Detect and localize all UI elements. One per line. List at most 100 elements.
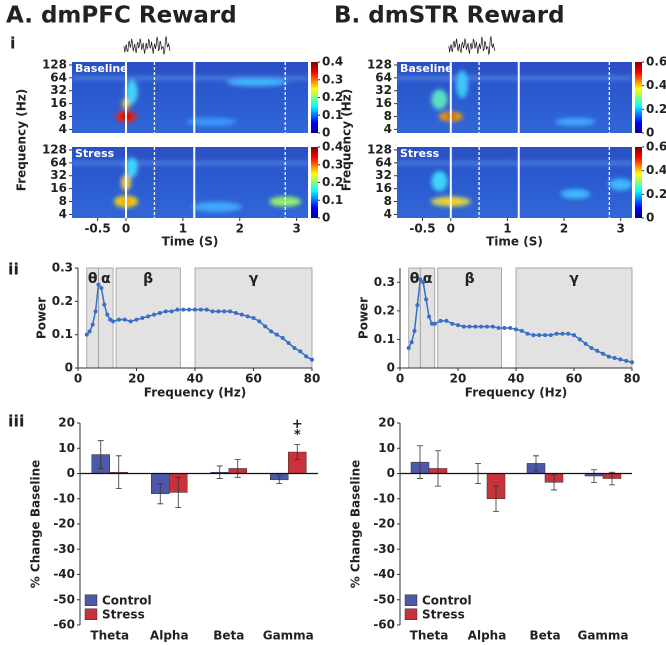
y-tick-label: 64 bbox=[50, 70, 67, 84]
y-axis-label: Power bbox=[35, 297, 49, 339]
y-tick-label: 0 bbox=[387, 466, 395, 480]
psd-point bbox=[193, 307, 197, 312]
error-bar bbox=[157, 483, 164, 505]
error-bar bbox=[493, 485, 499, 512]
psd-point bbox=[116, 317, 121, 322]
psd-point bbox=[566, 331, 571, 336]
psd-point bbox=[412, 328, 417, 333]
colorbar-tick-label: 0.6 bbox=[646, 55, 666, 69]
psd-point bbox=[418, 277, 423, 282]
y-tick-label: 64 bbox=[50, 155, 67, 169]
x-tick-label: Gamma bbox=[577, 629, 628, 643]
psd-point bbox=[554, 331, 559, 336]
psd-point bbox=[514, 327, 518, 332]
psd-point bbox=[175, 307, 180, 312]
y-tick-label: 0.3 bbox=[52, 261, 73, 275]
colorbar-tick-label: 0.1 bbox=[322, 108, 343, 122]
psd-point bbox=[102, 302, 107, 307]
psd-point bbox=[409, 340, 414, 345]
band-64 bbox=[72, 76, 308, 81]
y-tick-label: -50 bbox=[373, 592, 395, 606]
psd-point bbox=[216, 309, 221, 314]
psd-point bbox=[406, 346, 411, 350]
y-tick-label: -10 bbox=[53, 491, 75, 505]
colorbar-tick-label: 0.4 bbox=[322, 55, 343, 69]
y-tick-label: 0.1 bbox=[374, 332, 395, 346]
error-bar bbox=[97, 440, 104, 469]
x-tick-label: 80 bbox=[304, 372, 321, 386]
x-tick-label: 1 bbox=[503, 222, 511, 236]
psd-point bbox=[444, 318, 449, 323]
psd-point bbox=[461, 324, 466, 329]
x-tick-label: Theta bbox=[410, 629, 449, 643]
error-bar bbox=[551, 474, 557, 491]
psd-point bbox=[519, 328, 524, 333]
psd-point bbox=[502, 326, 507, 330]
error-bar bbox=[435, 450, 441, 487]
psd-point bbox=[606, 354, 611, 359]
psd-point bbox=[490, 324, 495, 329]
y-tick-label: 16 bbox=[375, 96, 392, 110]
psd-point bbox=[432, 321, 437, 326]
y-tick-label: 0 bbox=[387, 361, 395, 375]
psd-point bbox=[210, 309, 215, 314]
colorbar-tick-label: 0.4 bbox=[322, 140, 343, 154]
x-tick-label: Gamma bbox=[263, 629, 314, 643]
y-axis-label: % Change Baseline bbox=[349, 460, 363, 589]
y-tick-label: 0.2 bbox=[52, 294, 73, 308]
y-tick-label: -40 bbox=[373, 567, 395, 581]
psd-point bbox=[595, 348, 600, 353]
chart-bar: -60 -50 -40 -30 -20 -10 0 10 20 % Change Baseline… bbox=[29, 416, 318, 643]
condition-label: Baseline bbox=[75, 62, 128, 75]
legend-swatch bbox=[84, 608, 98, 620]
psd-point bbox=[473, 324, 478, 329]
power-blob bbox=[555, 117, 596, 126]
psd-point bbox=[612, 356, 617, 360]
colorbar-tick-label: 0.4 bbox=[646, 78, 666, 92]
error-bar bbox=[216, 465, 223, 479]
x-tick-label: 0 bbox=[74, 372, 82, 386]
y-tick-label: 0.1 bbox=[52, 327, 73, 341]
colorbar bbox=[635, 147, 642, 218]
psd-point bbox=[496, 326, 501, 330]
colorbar-tick-label: 0.6 bbox=[646, 140, 666, 154]
colorbar-tick-label: 0 bbox=[646, 126, 654, 140]
psd-point bbox=[257, 319, 262, 324]
row-label: ii bbox=[8, 260, 19, 279]
psd-point bbox=[438, 318, 443, 323]
y-tick-label: 10 bbox=[378, 441, 395, 455]
power-blob bbox=[125, 79, 138, 104]
colorbar-tick-label: 0.2 bbox=[322, 90, 343, 104]
row-label: i bbox=[10, 34, 15, 53]
psd-point bbox=[204, 307, 209, 312]
psd-point bbox=[90, 322, 95, 327]
psd-point bbox=[251, 316, 256, 320]
panel-title: A. dmPFC Reward bbox=[6, 3, 237, 29]
band-label: θ bbox=[88, 271, 98, 287]
y-tick-label: 128 bbox=[367, 142, 392, 156]
psd-point bbox=[424, 297, 429, 302]
colorbar-tick-label: 0.3 bbox=[322, 157, 343, 171]
psd-point bbox=[577, 337, 582, 342]
psd-point bbox=[233, 311, 238, 315]
psd-point bbox=[421, 280, 426, 285]
legend-label: Stress bbox=[422, 607, 465, 621]
psd-point bbox=[479, 324, 484, 329]
error-bar bbox=[294, 444, 301, 461]
y-tick-label: 16 bbox=[375, 181, 392, 195]
y-tick-label: 20 bbox=[58, 416, 75, 430]
colorbar-tick-label: 0 bbox=[646, 211, 654, 225]
band-label: γ bbox=[249, 271, 259, 287]
x-tick-label: Alpha bbox=[468, 629, 507, 643]
psd-point bbox=[263, 324, 268, 329]
psd-point bbox=[169, 309, 174, 314]
psd-point bbox=[485, 324, 489, 329]
y-tick-label: -10 bbox=[373, 491, 395, 505]
chart-line: 0 0.1 0.2 0.3 0 20 40 60 80 Frequency (Hz) Power θ α… bbox=[357, 267, 640, 400]
psd-point bbox=[152, 312, 157, 317]
psd-point bbox=[310, 357, 314, 362]
y-tick-label: 20 bbox=[378, 416, 395, 430]
y-tick-label: -30 bbox=[373, 542, 395, 556]
psd-point bbox=[239, 312, 244, 317]
x-tick-label: 0 bbox=[396, 372, 404, 386]
